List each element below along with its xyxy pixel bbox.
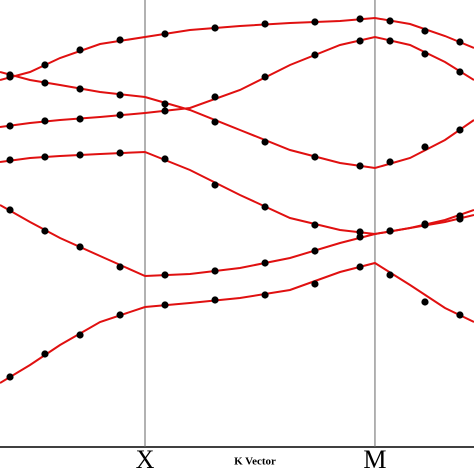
data-dot — [116, 111, 124, 119]
data-dot — [311, 51, 319, 59]
data-dot — [211, 267, 219, 275]
data-dot — [116, 149, 124, 157]
data-dot — [456, 68, 464, 76]
data-dot — [41, 61, 49, 69]
band-line — [0, 261, 474, 384]
data-dot — [41, 153, 49, 161]
data-dot — [311, 153, 319, 161]
data-dot — [311, 247, 319, 255]
data-dot — [161, 155, 169, 163]
data-dot — [211, 181, 219, 189]
data-dot — [211, 296, 219, 304]
data-dot — [456, 215, 464, 223]
data-dot — [356, 15, 364, 23]
band-line — [0, 204, 474, 278]
x-axis-label: K Vector — [234, 456, 276, 468]
data-dot — [356, 37, 364, 45]
x-tick-label: X — [136, 445, 155, 474]
data-dot — [76, 331, 84, 339]
data-dot — [386, 227, 394, 235]
data-dot — [6, 206, 14, 214]
data-dot — [76, 46, 84, 54]
data-dot — [356, 233, 364, 241]
data-dot — [76, 85, 84, 93]
band-line — [0, 150, 474, 236]
data-dot — [311, 221, 319, 229]
data-dot — [116, 263, 124, 271]
data-dot — [261, 291, 269, 299]
data-dot — [6, 73, 14, 81]
band-line — [0, 71, 474, 170]
data-dot — [76, 115, 84, 123]
data-dot — [161, 301, 169, 309]
data-dot — [161, 271, 169, 279]
data-dot — [76, 243, 84, 251]
data-dot — [211, 24, 219, 32]
data-dot — [261, 138, 269, 146]
data-dot — [386, 37, 394, 45]
data-dot — [116, 311, 124, 319]
data-dot — [161, 100, 169, 108]
data-dot — [41, 117, 49, 125]
data-dot — [421, 27, 429, 35]
data-dot — [311, 18, 319, 26]
data-dot — [161, 30, 169, 38]
data-dot — [311, 280, 319, 288]
band-line — [0, 16, 474, 81]
data-dot — [356, 228, 364, 236]
data-dot — [456, 38, 464, 46]
band-line — [0, 35, 474, 128]
data-dot — [421, 50, 429, 58]
data-dot — [421, 298, 429, 306]
data-dot — [41, 350, 49, 358]
data-dot — [116, 36, 124, 44]
data-dot — [41, 79, 49, 87]
x-tick-label: M — [363, 445, 386, 474]
data-dot — [386, 271, 394, 279]
data-dot — [356, 162, 364, 170]
data-dot — [386, 17, 394, 25]
data-dot — [261, 259, 269, 267]
data-dot — [211, 118, 219, 126]
data-dot — [456, 126, 464, 134]
data-dot — [421, 143, 429, 151]
data-dot — [6, 122, 14, 130]
data-dot — [456, 311, 464, 319]
data-dot — [356, 263, 364, 271]
data-dot — [211, 93, 219, 101]
data-dot — [421, 221, 429, 229]
data-dot — [386, 158, 394, 166]
data-dot — [6, 156, 14, 164]
data-dot — [161, 107, 169, 115]
data-dot — [6, 373, 14, 381]
data-dot — [41, 227, 49, 235]
data-dot — [261, 20, 269, 28]
data-dot — [76, 151, 84, 159]
data-dot — [261, 73, 269, 81]
data-dot — [261, 203, 269, 211]
data-dot — [116, 91, 124, 99]
